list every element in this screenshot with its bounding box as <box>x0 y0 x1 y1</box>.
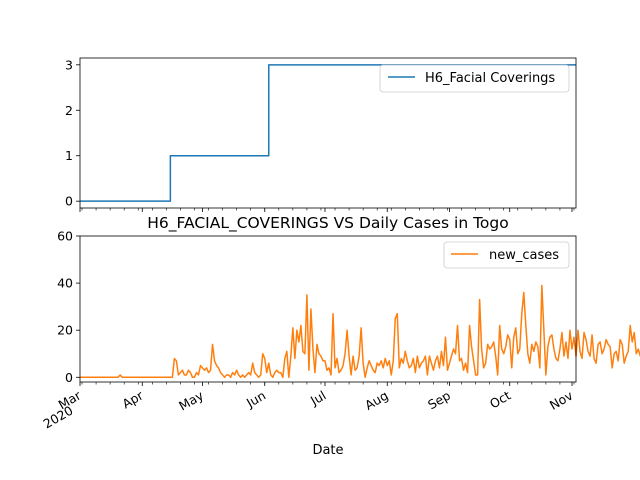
y-tick-label: 2 <box>65 103 73 118</box>
legend-label-new-cases: new_cases <box>489 248 559 263</box>
y-tick-label: 0 <box>65 370 73 385</box>
x-tick-label: Jul <box>307 388 328 409</box>
chart-title: H6_FACIAL_COVERINGS VS Daily Cases in To… <box>147 214 508 233</box>
bottom-panel-plot-area <box>80 284 640 379</box>
y-tick-label: 40 <box>57 276 73 291</box>
bottom-panel-y-axis: 0 20 40 60 <box>57 229 80 385</box>
facial-coverings-panel: 0 1 2 3 H6_Facial Coverings <box>65 57 577 212</box>
y-tick-label: 0 <box>65 194 73 209</box>
bottom-panel-legend: new_cases <box>443 241 570 269</box>
bottom-panel-frame <box>79 235 577 383</box>
y-tick-label: 20 <box>57 323 73 338</box>
top-panel-legend: H6_Facial Coverings <box>379 64 570 93</box>
legend-label-facial-coverings: H6_Facial Coverings <box>425 71 555 86</box>
top-panel-y-axis: 0 1 2 3 <box>65 57 80 209</box>
series-line-new-cases <box>80 284 640 379</box>
x-axis-label: Date <box>312 443 343 458</box>
y-tick-label: 3 <box>65 57 73 72</box>
top-panel-x-ticks <box>79 208 575 212</box>
y-tick-label: 1 <box>65 148 73 163</box>
legend-box <box>379 64 570 93</box>
series-line-facial-coverings <box>80 64 576 202</box>
legend-box <box>443 241 570 269</box>
top-panel-plot-area <box>80 64 576 202</box>
y-tick-label: 60 <box>57 229 73 244</box>
top-panel-frame <box>79 57 577 209</box>
